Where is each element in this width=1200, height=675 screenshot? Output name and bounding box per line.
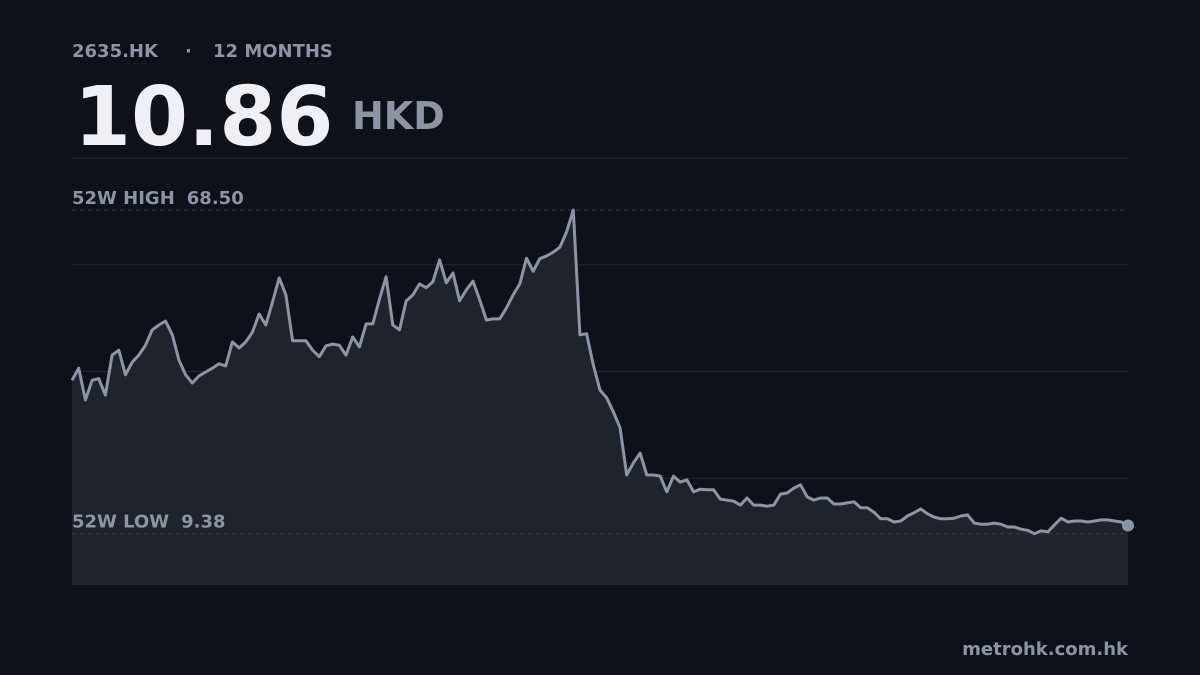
reference-label: 52W LOW: [72, 512, 169, 533]
area: [72, 210, 1128, 585]
last-point: [1122, 519, 1134, 532]
symbol: 2635.HK: [72, 41, 159, 62]
separator: ·: [185, 41, 192, 62]
reference-label: 52W HIGH: [72, 188, 175, 209]
price: 10.86: [74, 70, 333, 165]
price-line: [70, 208, 1129, 536]
reference-value: 68.50: [187, 188, 244, 209]
currency: HKD: [352, 94, 445, 138]
period: 12 MONTHS: [213, 41, 333, 62]
reference-value: 9.38: [181, 512, 225, 533]
source: metrohk.com.hk: [962, 639, 1129, 660]
